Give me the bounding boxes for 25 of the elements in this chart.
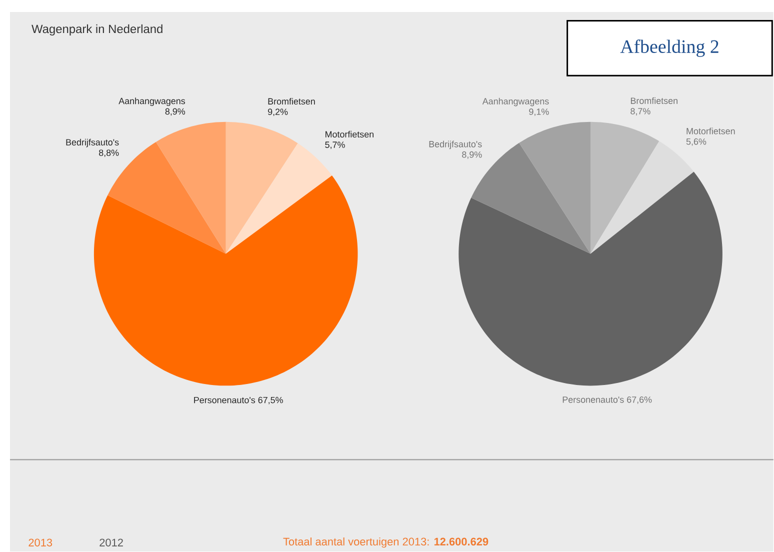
data-label: 67,5% [258, 397, 283, 404]
data-label: 9,1% [529, 108, 549, 116]
slice-label: Motorfietsen [686, 128, 735, 135]
slice-label: Bedrijfsauto's [429, 140, 482, 150]
data-label: 8,9% [462, 152, 482, 160]
text: Totaal aantal voertuigen 2013: 12.600.629 [283, 538, 488, 548]
slice-label: Bromfietsen [630, 98, 678, 104]
slice-label: Motorfietsen [326, 131, 374, 138]
slice-label: Aanhangwagens [482, 98, 549, 106]
slice-label: Bedrijfsauto's [66, 139, 119, 148]
text: Afbeelding 2 [620, 40, 718, 58]
text: 2012 [100, 538, 123, 547]
data-label: 8,9% [165, 108, 186, 116]
data-label: 9,2% [268, 108, 288, 116]
data-label: 8,7% [630, 108, 650, 116]
data-label: 5,6% [686, 138, 706, 146]
data-label: 5,7% [325, 142, 345, 150]
chart-title: Wagenpark in Nederland [32, 24, 162, 36]
slice-label: Personenauto's [194, 397, 256, 404]
data-label: 8,8% [99, 150, 119, 158]
slice-label: Aanhangwagens [118, 98, 186, 106]
text: 2013 [28, 538, 52, 547]
data-label: 67,6% [627, 396, 652, 404]
slice-label: Bromfietsen [268, 98, 315, 105]
slice-label: Personenauto's [562, 396, 624, 404]
